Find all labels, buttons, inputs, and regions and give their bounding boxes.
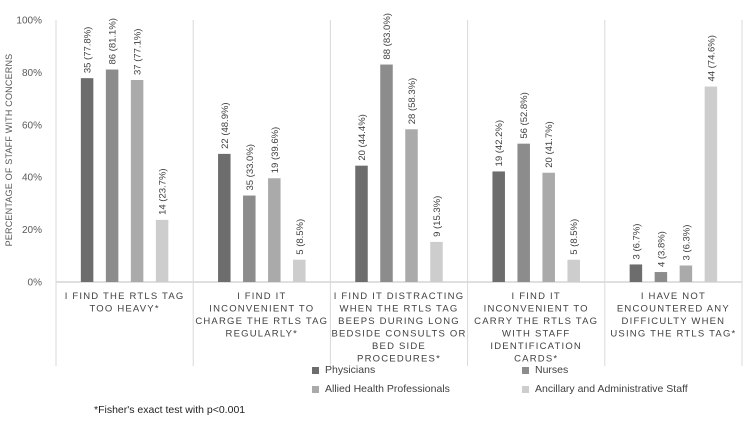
data-label: 20 (44.4%) [357,114,368,160]
data-label: 35 (33.0%) [245,144,256,190]
data-label: 5 (8.5%) [569,219,580,255]
bar [293,259,306,282]
category-label: I FIND IT DISTRACTING [334,291,465,302]
category-label: INCONVENIENT TO [209,304,314,315]
category-label: I FIND IT [512,291,561,302]
bar [80,78,94,282]
data-label: 28 (58.3%) [407,78,418,124]
data-label: 14 (23.7%) [158,168,169,214]
category-label: ENCOUNTERED ANY [617,304,730,315]
category-label: BEDSIDE CONSULTS OR [331,329,466,340]
data-label: 3 (6.3%) [681,225,692,261]
category-label: TOO HEAVY* [89,304,159,315]
category-label: REGULARLY* [226,329,299,340]
bar [218,153,231,282]
y-tick-label: 20% [22,225,42,236]
data-label: 19 (42.2%) [494,120,505,166]
bar [243,195,256,282]
category-label: I HAVE NOT [641,291,706,302]
bar [105,69,119,282]
bar [654,272,668,282]
category-label: BED SIDE [372,341,426,352]
data-label: 5 (8.5%) [295,219,306,255]
legend-allied-health: Allied Health Professionals [312,383,450,395]
y-tick-label: 0% [28,278,43,289]
category-label: INCONVENIENT TO [484,304,589,315]
data-label: 37 (77.1%) [133,29,144,75]
legend-swatch [522,366,529,374]
data-label: 9 (15.3%) [432,196,443,237]
data-label: 88 (83.0%) [382,13,393,59]
category-label: DIFFICULTY WHEN [622,316,726,327]
category-label: BEEPS DURING LONG [338,316,460,327]
data-label: 3 (6.7%) [631,224,642,260]
bar [155,219,169,282]
bar [380,64,393,282]
y-tick-label: 40% [22,173,42,184]
legend-swatch [312,366,319,374]
bar [704,86,718,282]
data-label: 22 (48.9%) [220,102,231,148]
y-tick-label: 100% [16,16,42,27]
category-label: IDENTIFICATION [490,341,582,352]
bar [517,143,530,282]
footnote: *Fisher's exact test with p<0.001 [94,404,246,416]
data-label: 19 (39.6%) [270,127,281,173]
bar-chart: PERCENTAGE OF STAFF WITH CONCERNS 0% 20% 4… [4,13,743,366]
bar [130,79,144,282]
legend-label: Physicians [325,364,376,376]
category-label: CARRY THE RTLS TAG [474,316,598,327]
data-label: 20 (41.7%) [544,121,555,167]
bar [355,165,368,282]
category-label: CARDS* [514,354,558,365]
y-axis-label: PERCENTAGE OF STAFF WITH CONCERNS [4,54,14,247]
legend-physicians: Physicians [312,364,375,376]
data-label: 44 (74.6%) [706,35,717,81]
category-label: WITH STAFF [502,329,570,340]
legend-nurses: Nurses [522,364,568,376]
bar [430,241,443,282]
bar [492,171,505,282]
bar [629,264,643,282]
data-label: 35 (77.8%) [83,27,94,73]
category-label: CHARGE THE RTLS TAG [195,316,328,327]
bar [679,265,693,282]
legend-ancillary: Ancillary and Administrative Staff [522,383,688,395]
category-label: USING THE RTLS TAG* [610,329,736,340]
category-label: I FIND THE RTLS TAG [65,291,185,302]
category-label: I FIND IT [237,291,286,302]
bar [567,259,580,282]
y-tick-label: 80% [22,68,42,79]
category-label: PROCEDURES* [357,354,441,365]
y-tick-label: 60% [22,120,42,131]
legend-label: Nurses [535,364,569,376]
data-label: 4 (3.8%) [656,231,667,267]
legend-swatch [522,385,529,393]
category-label: WHEN THE RTLS TAG [340,304,459,315]
legend-label: Ancillary and Administrative Staff [535,383,688,395]
bar [542,172,555,282]
legend-label: Allied Health Professionals [325,383,450,395]
data-label: 86 (81.1%) [108,18,119,64]
bar [405,129,418,282]
legend-swatch [312,385,319,393]
data-label: 56 (52.8%) [519,92,530,138]
bar [268,178,281,282]
